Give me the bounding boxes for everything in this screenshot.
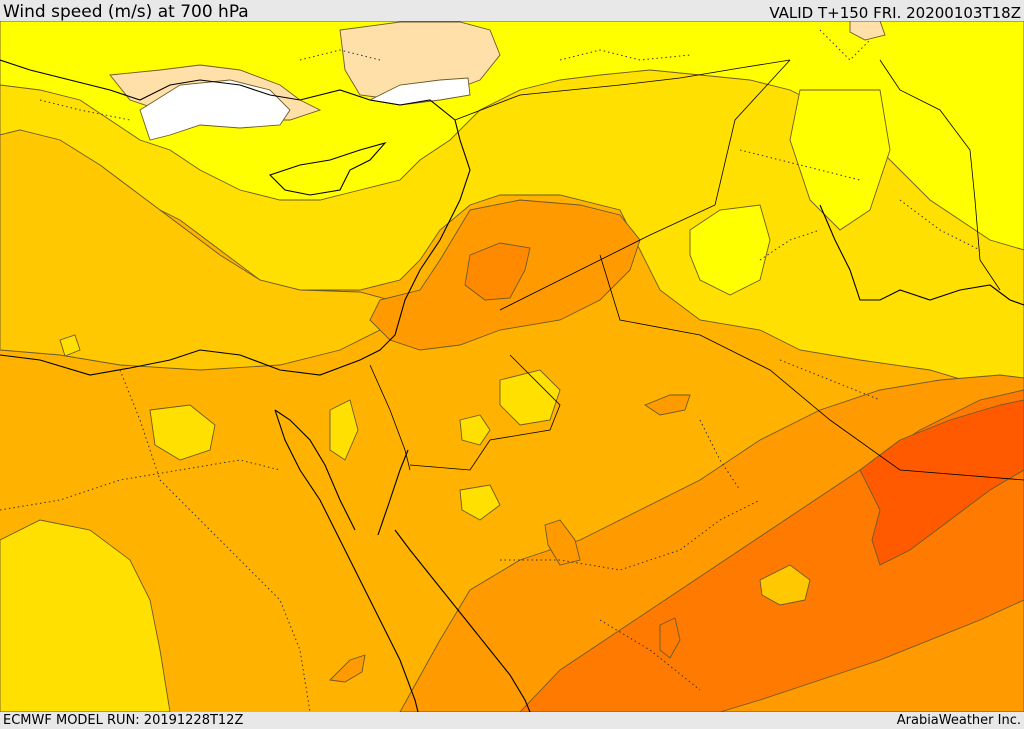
map-title: Wind speed (m/s) at 700 hPa [3, 2, 249, 22]
contour-yellow-island7 [759, 564, 811, 606]
contour-yellow-island4 [329, 399, 359, 461]
border-egypt-israel [369, 364, 411, 471]
border-saudi-jordan-s [409, 354, 561, 471]
contour-golden-west [0, 129, 391, 371]
coastline-redsea-west [274, 409, 419, 712]
footer-bar: ECMWF MODEL RUN: 20191228T12Z ArabiaWeat… [0, 712, 1024, 729]
contour-yellow-island2 [499, 369, 561, 426]
border-iran-iraq [879, 59, 1001, 291]
border-syria-iraq [499, 59, 791, 311]
credit-label: ArabiaWeather Inc. [896, 713, 1021, 728]
border-jordan-saudi [599, 254, 1024, 481]
contour-darkorange-blob [659, 617, 681, 659]
coastline-cyprus [268, 141, 387, 196]
coastline-redsea-east [394, 529, 531, 712]
contour-yellow-southwest [0, 519, 171, 712]
contour-orange-blob2 [544, 519, 581, 566]
coastline-gulf-aqaba [377, 449, 409, 536]
contour-orange-blob1 [644, 394, 691, 416]
contour-peach-northeast [849, 21, 886, 41]
contour-darkorange-levant [464, 242, 531, 301]
border-turkey-syria [454, 59, 791, 121]
contour-orange-blob3 [329, 654, 366, 683]
model-run-label: ECMWF MODEL RUN: 20191228T12Z [3, 713, 244, 728]
contour-yellow-island6 [459, 484, 501, 521]
coastline-mediterranean-south [0, 119, 471, 376]
coastline-turkey [0, 59, 456, 121]
contour-yellow-island3 [459, 414, 491, 446]
contour-lightyellow-east [689, 204, 771, 296]
contour-lightyellow-east2 [789, 89, 891, 231]
contour-yellow-island5 [59, 334, 81, 357]
admin-boundaries-egypt [0, 369, 311, 712]
contour-yellow-island1 [149, 404, 216, 461]
valid-time: VALID T+150 FRI. 20200103T18Z [769, 4, 1021, 22]
wind-speed-map-svg [0, 21, 1024, 712]
header-bar: Wind speed (m/s) at 700 hPa VALID T+150 … [0, 0, 1024, 21]
weather-map[interactable] [0, 21, 1024, 712]
coastline-persian-gulf [819, 204, 1024, 306]
admin-boundaries-iraq [739, 149, 981, 261]
coastline-gulf-suez [274, 409, 356, 531]
admin-boundaries-turkey [39, 29, 871, 121]
contour-redorange-core [859, 399, 1024, 566]
